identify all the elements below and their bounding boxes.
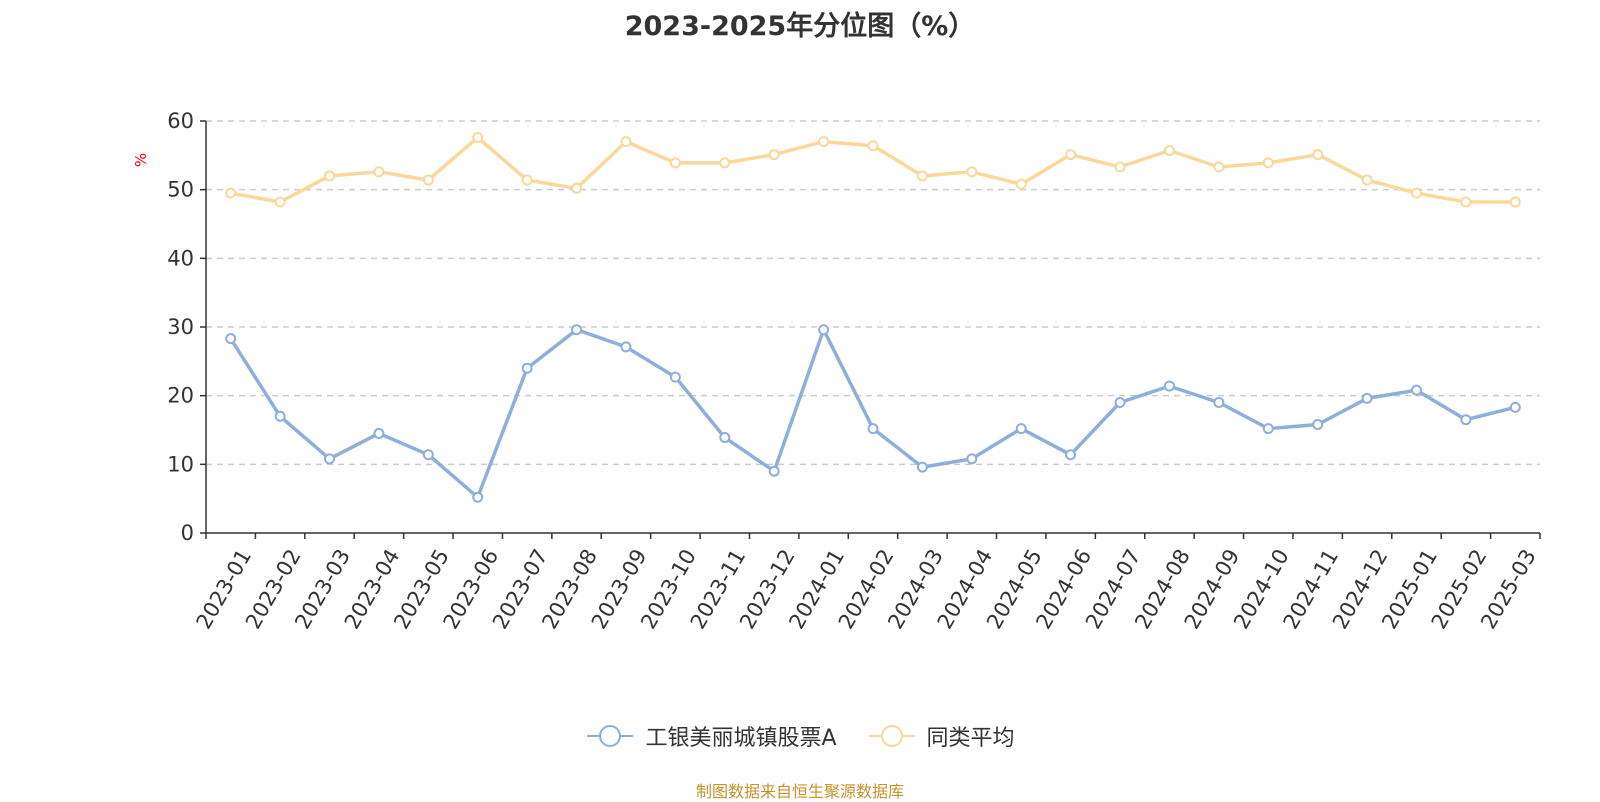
data-point [669, 371, 681, 383]
data-point [422, 449, 434, 461]
y-tick-label: 60 [167, 109, 194, 133]
data-point [1361, 174, 1373, 186]
data-point [818, 324, 830, 336]
data-point [521, 362, 533, 374]
data-point [669, 157, 681, 169]
legend: 工银美丽城镇股票A 同类平均 [0, 720, 1600, 752]
data-point [1015, 178, 1027, 190]
data-point [620, 341, 632, 353]
data-point [274, 410, 286, 422]
legend-label: 同类平均 [926, 726, 1015, 751]
data-point [1114, 397, 1126, 409]
legend-label: 工银美丽城镇股票A [645, 726, 837, 751]
axis-layer: 01020304050602023-012023-022023-032023-0… [167, 109, 1541, 633]
data-point [1509, 196, 1521, 208]
data-point [620, 136, 632, 148]
data-point [225, 333, 237, 345]
data-point [867, 423, 879, 435]
data-point [373, 166, 385, 178]
y-axis-label: % [132, 153, 150, 167]
data-point [324, 453, 336, 465]
data-point [1015, 423, 1027, 435]
data-point [1213, 161, 1225, 173]
legend-swatch [587, 725, 634, 747]
data-point [916, 170, 928, 182]
legend-item-1[interactable]: 同类平均 [867, 720, 1015, 752]
data-point [1163, 380, 1175, 392]
y-tick-label: 10 [167, 452, 194, 476]
data-point [966, 166, 978, 178]
data-point [1509, 401, 1521, 413]
data-point [1361, 392, 1373, 404]
data-point [1410, 384, 1422, 396]
data-point [1312, 149, 1324, 161]
source-note: 制图数据来自恒生聚源数据库 [695, 782, 904, 801]
data-point [1213, 397, 1225, 409]
data-point [274, 196, 286, 208]
data-point [818, 136, 830, 148]
data-point [1065, 149, 1077, 161]
data-point [373, 427, 385, 439]
data-point [867, 140, 879, 152]
data-point [1312, 419, 1324, 431]
data-point [1460, 196, 1472, 208]
data-point [422, 174, 434, 186]
data-point [768, 149, 780, 161]
series-layer [225, 131, 1521, 503]
data-point [571, 324, 583, 336]
data-point [1262, 157, 1274, 169]
data-point [966, 453, 978, 465]
data-point [719, 157, 731, 169]
data-point [521, 174, 533, 186]
legend-swatch [868, 725, 915, 747]
data-point [1262, 423, 1274, 435]
y-tick-label: 20 [167, 384, 194, 408]
legend-item-0[interactable]: 工银美丽城镇股票A [585, 720, 837, 752]
data-point [571, 182, 583, 194]
data-point [1163, 145, 1175, 157]
data-point [1065, 449, 1077, 461]
data-point [324, 170, 336, 182]
chart-title: 2023-2025年分位图（%） [624, 11, 976, 42]
data-point [1114, 161, 1126, 173]
y-tick-label: 0 [181, 521, 194, 545]
data-point [719, 432, 731, 444]
y-tick-label: 40 [167, 246, 194, 270]
data-point [768, 465, 780, 477]
data-point [472, 491, 484, 503]
data-point [225, 187, 237, 199]
data-point [1460, 414, 1472, 426]
data-point [1410, 187, 1422, 199]
y-tick-label: 50 [167, 178, 194, 202]
series-line-0 [229, 327, 1516, 500]
data-point [916, 461, 928, 473]
grid-layer [206, 120, 1540, 466]
y-tick-label: 30 [167, 315, 194, 339]
data-point [472, 131, 484, 143]
